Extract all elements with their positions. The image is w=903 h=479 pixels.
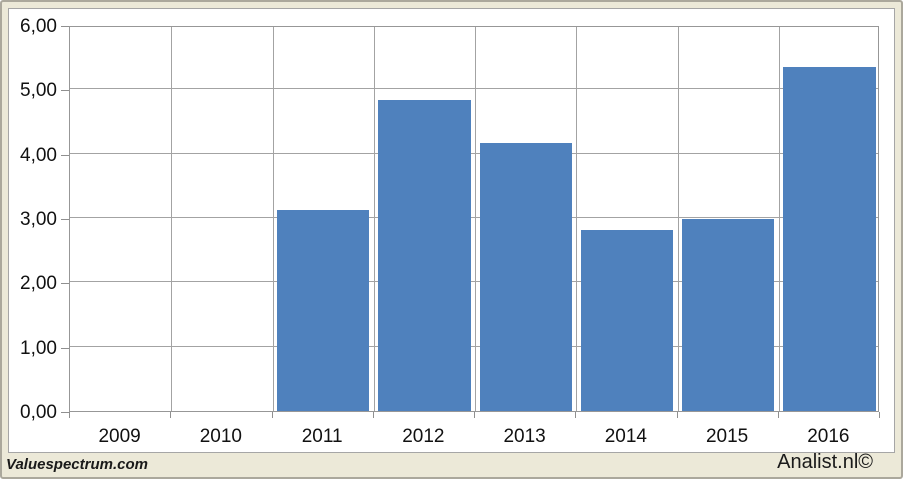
y-axis-tick-label: 6,00	[20, 16, 57, 37]
bar-2015	[682, 219, 775, 411]
horizontal-gridline	[70, 152, 878, 154]
y-axis-tick	[61, 219, 69, 220]
x-axis-tick	[677, 412, 678, 418]
horizontal-gridline	[70, 88, 878, 90]
y-axis-tick	[61, 26, 69, 27]
y-axis-tick-label: 0,00	[20, 402, 57, 423]
x-axis-category-label: 2011	[301, 426, 343, 447]
horizontal-gridline	[70, 217, 878, 218]
y-axis-tick-label: 3,00	[20, 209, 57, 230]
x-axis-tick	[778, 412, 779, 418]
x-axis-category-label: 2014	[604, 426, 648, 447]
vertical-gridline	[475, 27, 476, 411]
x-axis-category-label: 2013	[503, 426, 546, 447]
valuespectrum-watermark: Valuespectrum.com	[6, 456, 148, 473]
bar-2012	[378, 100, 471, 411]
x-axis-category-label: 2016	[807, 426, 850, 447]
y-axis-tick	[61, 90, 69, 91]
x-axis-tick	[373, 412, 374, 418]
x-axis-tick	[170, 412, 171, 418]
x-axis-category-label: 2015	[705, 426, 749, 447]
bar-2013	[479, 143, 572, 411]
y-axis-tick-label: 2,00	[20, 273, 57, 294]
horizontal-gridline	[70, 281, 878, 283]
vertical-gridline	[576, 27, 577, 411]
x-axis-tick	[474, 412, 475, 418]
x-axis-tick	[69, 412, 70, 418]
vertical-gridline	[374, 27, 375, 411]
y-axis-tick	[61, 155, 69, 156]
vertical-gridline	[273, 27, 274, 411]
x-axis-category-label: 2009	[98, 426, 141, 447]
x-axis-category-label: 2010	[199, 426, 243, 447]
x-axis-tick	[575, 412, 576, 418]
y-axis-tick-label: 1,00	[20, 338, 57, 359]
y-axis-tick	[61, 348, 69, 349]
vertical-gridline	[779, 27, 780, 411]
x-axis-tick	[272, 412, 273, 418]
analist-watermark: Analist.nl©	[777, 451, 873, 473]
chart-frame: 0,00 1,00 2,00 3,00 4,00 5,00 6,00 2009 2010 2011…	[8, 8, 895, 453]
y-axis-tick	[61, 283, 69, 284]
y-axis-tick-label: 5,00	[20, 80, 57, 101]
x-axis-tick	[879, 412, 880, 418]
bar-chart-plot-area	[69, 26, 879, 412]
vertical-gridline	[171, 27, 172, 411]
bar-2011	[277, 210, 370, 411]
horizontal-gridline	[70, 345, 878, 347]
bar-2014	[580, 230, 673, 411]
y-axis-tick-label: 4,00	[20, 145, 57, 166]
x-axis-category-label: 2012	[402, 426, 445, 447]
vertical-gridline	[678, 27, 679, 411]
y-axis-tick	[61, 412, 69, 413]
bar-2016	[783, 67, 876, 411]
